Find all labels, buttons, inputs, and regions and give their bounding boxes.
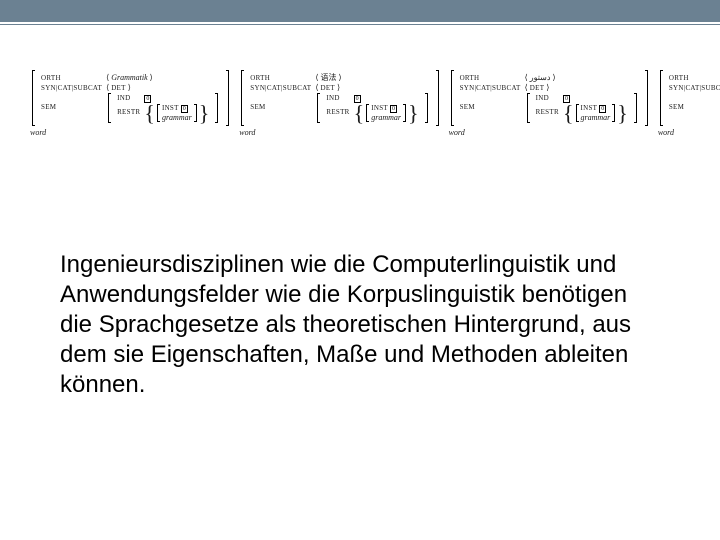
grammar-label: grammar bbox=[162, 113, 192, 122]
feat-restr: RESTR bbox=[115, 103, 142, 123]
orth-value: Grammatik bbox=[111, 73, 147, 82]
avm-arabic: ORTH ⟨ دستور ⟩ SYN|CAT|SUBCAT ⟨ DET ⟩ SE… bbox=[449, 70, 650, 138]
avm-devanagari: ORTH ⟨ व्याकरण ⟩ SYN|CAT|SUBCAT ⟨ DET ⟩ … bbox=[658, 70, 720, 138]
feat-syn: SYN|CAT|SUBCAT bbox=[39, 83, 104, 93]
word-label: word bbox=[30, 128, 231, 138]
feat-sem: SEM bbox=[39, 93, 104, 123]
feat-det: DET bbox=[111, 84, 126, 92]
orth-value: 语法 bbox=[320, 73, 336, 82]
tag-1: 0 bbox=[181, 105, 188, 113]
avm-grammatik: ORTH ⟨ Grammatik ⟩ SYN|CAT|SUBCAT ⟨ DET … bbox=[30, 70, 231, 138]
avm-row: ORTH ⟨ Grammatik ⟩ SYN|CAT|SUBCAT ⟨ DET … bbox=[30, 70, 690, 138]
main-paragraph: Ingenieursdisziplinen wie die Computerli… bbox=[60, 250, 660, 400]
feat-ind: IND bbox=[115, 93, 142, 103]
avm-chinese: ORTH ⟨ 语法 ⟩ SYN|CAT|SUBCAT ⟨ DET ⟩ SEM bbox=[239, 70, 440, 138]
accent-bar bbox=[0, 0, 720, 22]
feat-orth: ORTH bbox=[39, 73, 104, 83]
orth-value: دستور bbox=[530, 73, 551, 82]
feat-inst: INST bbox=[162, 104, 179, 112]
